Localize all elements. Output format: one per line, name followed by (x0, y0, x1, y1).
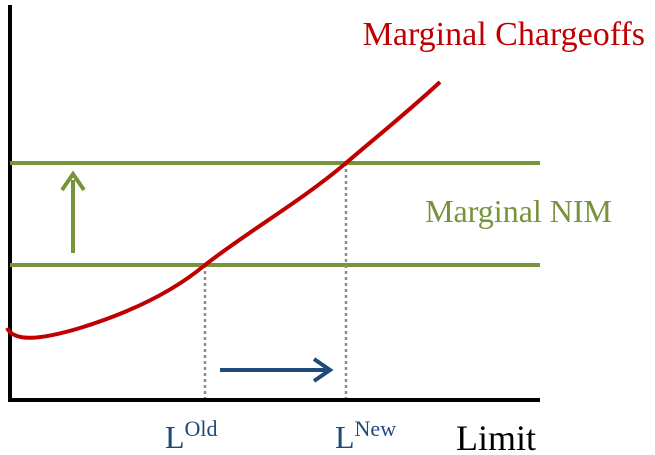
line-label: Marginal NIM (425, 193, 612, 229)
marker-base: L (165, 419, 185, 455)
marker-old: LOld (165, 416, 218, 455)
curve-label: Marginal Chargeoffs (363, 16, 645, 53)
right-arrow-head (312, 357, 334, 383)
x-axis-label: Limit (456, 418, 536, 455)
chargeoff-curve (5, 80, 442, 340)
marker-base: L (335, 419, 355, 455)
up-arrow-head (60, 170, 86, 192)
marker-superscript: New (355, 416, 397, 441)
marker-new: LNew (335, 416, 396, 455)
marker-superscript: Old (185, 416, 218, 441)
